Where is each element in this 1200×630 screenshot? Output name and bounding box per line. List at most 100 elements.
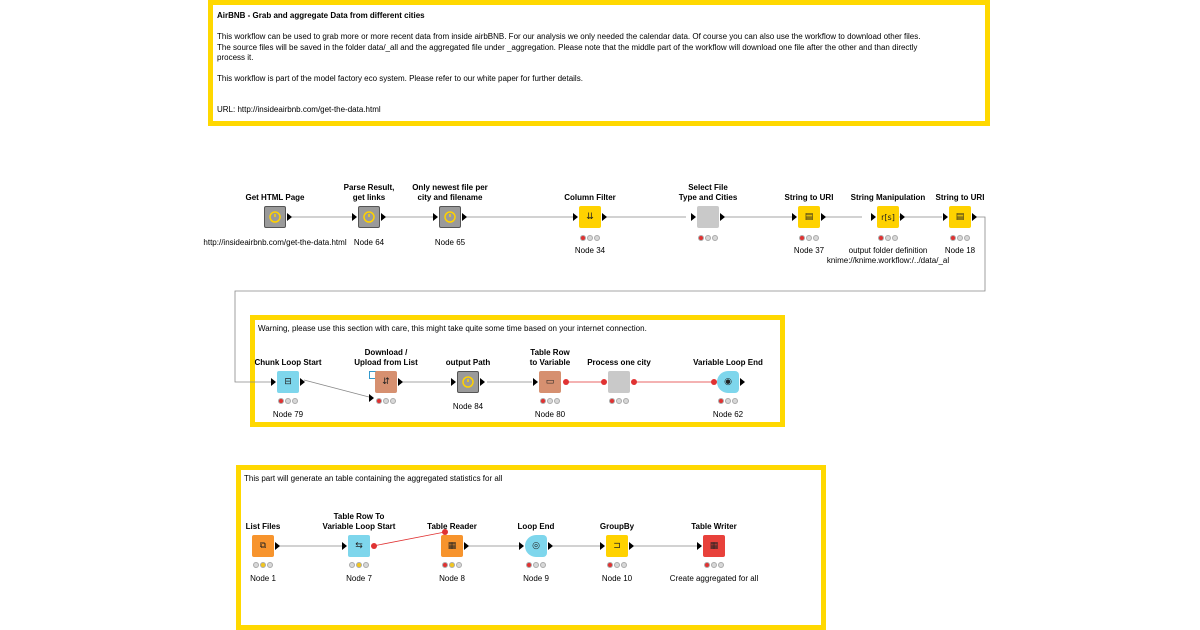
string-to-uri-icon[interactable]: ▤ [949,206,971,228]
node-title: Column Filter [564,193,616,202]
output-port-icon[interactable] [275,542,280,550]
node-label: Node 62 [712,410,744,419]
output-port-icon[interactable] [900,213,905,221]
loop-start-icon[interactable]: ⇆ [348,535,370,557]
node-title: Variable Loop End [693,358,763,367]
output-port-icon[interactable] [287,213,292,221]
variable-port-icon[interactable] [631,379,637,385]
table-writer-icon[interactable]: ▦ [703,535,725,557]
node-label: Node 79 [272,410,304,419]
status-traffic-light [609,398,629,404]
status-traffic-light [253,562,273,568]
metanode-icon[interactable] [697,206,719,228]
input-port-icon[interactable] [352,213,357,221]
node-label: Node 10 [601,574,633,583]
input-port-icon[interactable] [871,213,876,221]
string-to-uri-icon[interactable]: ▤ [798,206,820,228]
node-title-line2: get links [352,193,386,202]
annotation-top-line4: This workflow is part of the model facto… [217,74,583,83]
string-manipulation-icon[interactable]: r[s] [877,206,899,228]
variable-port-icon[interactable] [371,543,377,549]
output-port-icon[interactable] [602,213,607,221]
node-title-line1: Table Row [530,348,570,357]
metanode-icon[interactable] [358,206,380,228]
annotation-middle[interactable]: Warning, please use this section with ca… [250,315,785,427]
groupby-icon[interactable]: ⊐ [606,535,628,557]
list-files-icon[interactable]: ⧉ [252,535,274,557]
loop-start-icon[interactable]: ⊟ [277,371,299,393]
variable-port-icon[interactable] [442,529,448,535]
annotation-top[interactable]: AirBNB - Grab and aggregate Data from di… [208,0,990,126]
output-port-icon[interactable] [972,213,977,221]
var-link-3 [372,531,446,547]
table-row-variable-icon[interactable]: ▭ [539,371,561,393]
input-port-icon[interactable] [573,213,578,221]
node-label: http://insideairbnb.com/get-the-data.htm… [203,238,347,247]
variable-port-icon[interactable] [711,379,717,385]
status-traffic-light [607,562,627,568]
node-label: Node 64 [353,238,385,247]
node-title-line2: Upload from List [354,358,418,367]
node-label-line2: knime://knime.workflow:/../data/_al [826,256,950,265]
input-port-icon[interactable] [369,394,374,402]
input-port-icon[interactable] [433,213,438,221]
node-title: Table Reader [427,522,477,531]
metanode-icon[interactable] [439,206,461,228]
node-title: GroupBy [599,522,635,531]
annotation-top-line3: process it. [217,53,254,62]
download-icon[interactable]: ⇵ [375,371,397,393]
metanode-icon[interactable] [608,371,630,393]
node-title: output Path [445,358,491,367]
output-port-icon[interactable] [740,378,745,386]
input-port-icon[interactable] [451,378,456,386]
input-port-icon[interactable] [519,542,524,550]
input-port-icon[interactable] [271,378,276,386]
output-port-icon[interactable] [300,378,305,386]
status-traffic-light [580,235,600,241]
node-title-line2: Type and Cities [678,193,738,202]
input-port-icon[interactable] [943,213,948,221]
output-port-icon[interactable] [462,213,467,221]
node-title-line1: Only newest file per [412,183,488,192]
node-title: List Files [245,522,281,531]
node-title: Loop End [517,522,555,531]
variable-port-icon[interactable] [563,379,569,385]
node-label: Node 80 [534,410,566,419]
input-port-icon[interactable] [600,542,605,550]
output-port-icon[interactable] [398,378,403,386]
input-port-icon[interactable] [691,213,696,221]
output-port-icon[interactable] [821,213,826,221]
metanode-icon[interactable] [457,371,479,393]
node-label: Node 18 [944,246,976,255]
output-port-icon[interactable] [720,213,725,221]
output-port-icon[interactable] [548,542,553,550]
input-port-icon[interactable] [792,213,797,221]
input-port-icon[interactable] [342,542,347,550]
loop-end-icon[interactable]: ◉ [717,371,739,393]
node-title: String Manipulation [850,193,926,202]
status-traffic-light [278,398,298,404]
node-title: Process one city [587,358,651,367]
output-port-icon[interactable] [381,213,386,221]
node-title-line2: Variable Loop Start [322,522,396,531]
input-port-icon[interactable] [533,378,538,386]
table-reader-icon[interactable]: ▦ [441,535,463,557]
node-title-line2: to Variable [529,358,571,367]
node-title: Chunk Loop Start [254,358,322,367]
annotation-top-line2: The source files will be saved in the fo… [217,42,918,52]
variable-port-icon[interactable] [601,379,607,385]
status-traffic-light [799,235,819,241]
loop-end-icon[interactable]: ◎ [525,535,547,557]
metanode-icon[interactable] [264,206,286,228]
output-port-icon[interactable] [629,542,634,550]
status-traffic-light [718,398,738,404]
output-port-icon[interactable] [480,378,485,386]
status-traffic-light [526,562,546,568]
column-filter-icon[interactable]: ⇊ [579,206,601,228]
input-port-icon[interactable] [697,542,702,550]
node-title: String to URI [935,193,985,202]
output-port-icon[interactable] [464,542,469,550]
annotation-middle-text: Warning, please use this section with ca… [258,324,647,333]
node-title-line1: Download / [364,348,408,357]
